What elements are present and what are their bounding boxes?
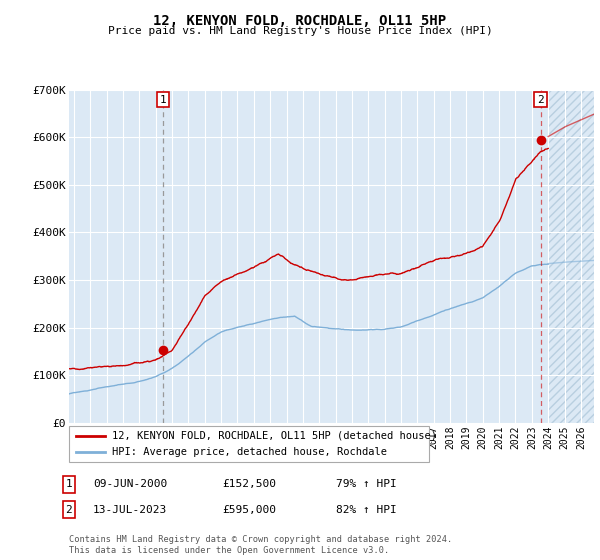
Text: HPI: Average price, detached house, Rochdale: HPI: Average price, detached house, Roch… — [112, 447, 387, 457]
Text: 12, KENYON FOLD, ROCHDALE, OL11 5HP (detached house): 12, KENYON FOLD, ROCHDALE, OL11 5HP (det… — [112, 431, 437, 441]
Text: £595,000: £595,000 — [222, 505, 276, 515]
Text: 1: 1 — [65, 479, 73, 489]
Text: 2: 2 — [537, 95, 544, 105]
Text: 12, KENYON FOLD, ROCHDALE, OL11 5HP: 12, KENYON FOLD, ROCHDALE, OL11 5HP — [154, 14, 446, 28]
Text: 82% ↑ HPI: 82% ↑ HPI — [336, 505, 397, 515]
Bar — [548, 90, 594, 423]
Text: Contains HM Land Registry data © Crown copyright and database right 2024.
This d: Contains HM Land Registry data © Crown c… — [69, 535, 452, 555]
Text: 09-JUN-2000: 09-JUN-2000 — [93, 479, 167, 489]
Text: £152,500: £152,500 — [222, 479, 276, 489]
FancyBboxPatch shape — [69, 426, 429, 462]
Text: 2: 2 — [65, 505, 73, 515]
Text: 79% ↑ HPI: 79% ↑ HPI — [336, 479, 397, 489]
Text: 1: 1 — [160, 95, 166, 105]
Text: Price paid vs. HM Land Registry's House Price Index (HPI): Price paid vs. HM Land Registry's House … — [107, 26, 493, 36]
Text: 13-JUL-2023: 13-JUL-2023 — [93, 505, 167, 515]
